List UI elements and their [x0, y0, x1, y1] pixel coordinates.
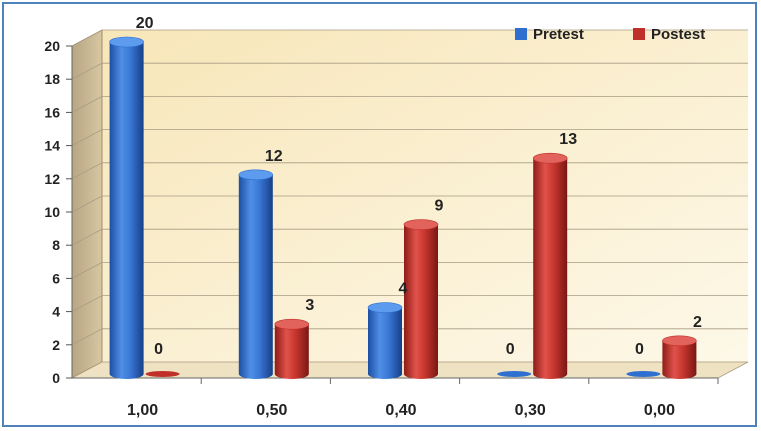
y-tick-label: 14 — [44, 138, 60, 154]
gridline — [71, 29, 748, 47]
bar-zero-disc — [145, 371, 180, 377]
gridline — [71, 62, 748, 80]
bar-body — [238, 174, 273, 379]
legend-swatch-postest — [633, 28, 645, 40]
bar-top — [274, 318, 310, 330]
data-label: 20 — [136, 15, 154, 32]
data-label: 0 — [154, 341, 163, 358]
bar-top — [403, 219, 439, 230]
bar-body — [274, 324, 309, 379]
gridline — [71, 295, 748, 312]
y-tick-label: 18 — [44, 71, 60, 87]
data-label: 0 — [506, 341, 515, 358]
x-category-label: 0,40 — [385, 402, 416, 419]
y-tick-label: 10 — [44, 204, 60, 220]
data-label: 4 — [399, 281, 408, 298]
bar-pretest — [626, 371, 661, 377]
data-label: 12 — [265, 148, 283, 165]
bar-pretest — [109, 36, 144, 379]
bar-postest — [403, 219, 439, 379]
legend-label-pretest: Pretest — [533, 26, 584, 43]
bar-pretest — [497, 371, 532, 377]
gridline — [71, 261, 748, 279]
gridline — [71, 96, 748, 113]
bar-top — [109, 36, 144, 48]
bar-body — [368, 307, 402, 379]
bar-zero-disc — [626, 371, 661, 377]
bar-body — [404, 224, 438, 379]
data-label: 2 — [693, 314, 702, 331]
y-tick-label: 2 — [52, 337, 60, 353]
x-category-label: 1,00 — [127, 402, 158, 419]
gridline — [71, 328, 748, 346]
bar-pretest — [238, 169, 274, 379]
bar-body — [662, 340, 697, 379]
bar-postest — [274, 318, 310, 379]
data-label: 9 — [435, 198, 444, 215]
x-category-label: 0,30 — [515, 402, 546, 419]
gridline — [71, 129, 748, 146]
bar-zero-disc — [497, 371, 532, 377]
data-label: 3 — [305, 297, 314, 314]
bar-top — [367, 302, 403, 313]
bar-postest — [145, 371, 180, 377]
y-tick-label: 6 — [52, 270, 60, 286]
y-tick-label: 4 — [52, 304, 60, 320]
bar-postest — [662, 335, 697, 379]
bar-body — [109, 42, 144, 379]
legend-swatch-pretest — [515, 28, 527, 40]
bar-top — [532, 152, 568, 164]
y-tick-label: 16 — [44, 104, 60, 120]
y-tick-label: 0 — [52, 370, 60, 386]
gridline — [71, 228, 748, 246]
data-label: 0 — [635, 341, 644, 358]
bar-top — [662, 335, 697, 347]
data-label: 13 — [559, 131, 577, 148]
bar-postest — [532, 152, 568, 379]
gridline — [71, 195, 748, 213]
y-tick-label: 20 — [44, 38, 60, 54]
bar-body — [533, 158, 568, 379]
bar-top — [238, 169, 274, 181]
y-tick-label: 8 — [52, 237, 60, 253]
bar-pretest — [367, 302, 403, 379]
x-category-label: 0,00 — [644, 402, 675, 419]
gridline — [71, 162, 748, 180]
y-tick-label: 12 — [44, 171, 60, 187]
legend-label-postest: Postest — [651, 26, 705, 43]
x-category-label: 0,50 — [256, 402, 287, 419]
